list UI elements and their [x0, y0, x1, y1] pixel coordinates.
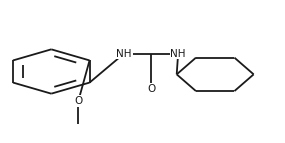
- Text: O: O: [74, 96, 82, 106]
- Text: NH: NH: [116, 49, 132, 59]
- Text: NH: NH: [170, 49, 186, 59]
- Text: O: O: [147, 84, 155, 94]
